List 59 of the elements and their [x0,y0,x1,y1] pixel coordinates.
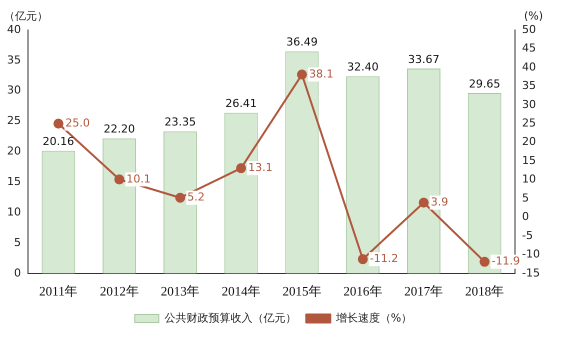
data-label: 25.0 [65,116,90,130]
point [114,174,124,184]
y-tick-label: 15 [6,174,21,188]
x-tick-label: 2015年 [282,284,322,299]
y-tick-label: 0 [14,266,21,280]
point [418,198,429,208]
data-label: 26.41 [225,97,257,110]
y2-tick-label: 10 [522,172,536,186]
data-label: 29.65 [468,77,500,90]
y2-tick-label: 5 [522,191,530,204]
y2-tick-label: 45 [522,42,536,55]
data-label: 33.67 [408,52,440,66]
y-tick-label: 20 [6,144,21,158]
x-tick-label: 2012年 [100,284,139,299]
y2-tick-label: 15 [522,154,536,167]
y-axis-title: （亿元） [4,9,48,22]
legend-label: 增长速度（%） [334,311,412,324]
y2-tick-label: 35 [522,79,536,92]
y2-tick-label: -10 [522,248,540,261]
point [480,256,490,267]
y2-tick-label: 0 [522,210,530,224]
x-tick-label: 2011年 [39,284,78,299]
x-tick-label: 2017年 [404,284,444,299]
y-tick-label: 30 [6,84,21,97]
y2-tick-label: 25 [522,116,536,130]
point [236,163,246,174]
data-label: 38.1 [308,67,334,80]
point [175,192,186,203]
data-label: 32.40 [347,60,379,74]
y2-axis-title: (%) [524,9,543,22]
point [296,70,307,80]
data-label: 23.35 [164,116,196,129]
x-tick-label: 2013年 [160,284,200,299]
y2-tick-label: -5 [522,228,534,242]
data-label: 13.1 [248,161,273,174]
data-label: 20.16 [42,135,74,148]
data-label: 5.2 [187,190,205,204]
y2-tick-label: 20 [522,135,536,148]
legend-label: 公共财政预算收入（亿元） [164,311,296,324]
y-tick-label: 10 [6,205,21,218]
point [53,118,64,129]
data-label: 10.1 [126,172,151,186]
data-label: 22.20 [104,122,136,136]
data-label: -11.9 [492,254,520,268]
y2-tick-label: 50 [522,22,536,36]
data-label: -11.2 [370,252,398,266]
y2-tick-label: 40 [522,60,536,74]
x-tick-label: 2016年 [343,284,382,299]
x-tick-label: 2018年 [465,284,504,299]
y-tick-label: 40 [6,22,21,36]
x-tick-label: 2014年 [222,284,261,299]
point [358,254,368,264]
data-label: 3.9 [430,195,448,208]
y-tick-label: 5 [14,236,21,249]
y2-tick-label: 30 [522,98,536,111]
y2-tick-label: -15 [522,266,540,280]
y-tick-label: 35 [6,53,21,66]
y-tick-label: 25 [6,114,21,128]
data-label: 36.49 [286,36,318,49]
